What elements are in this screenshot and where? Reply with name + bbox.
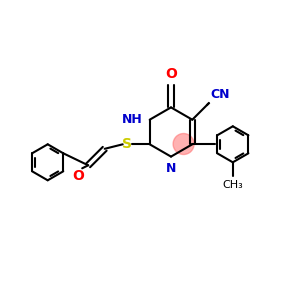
Text: NH: NH [122, 113, 143, 126]
Text: S: S [122, 137, 132, 151]
Circle shape [173, 134, 194, 154]
Text: N: N [166, 162, 176, 175]
Text: CN: CN [210, 88, 230, 101]
Text: O: O [165, 67, 177, 81]
Text: O: O [73, 169, 85, 183]
Text: CH₃: CH₃ [222, 180, 243, 190]
